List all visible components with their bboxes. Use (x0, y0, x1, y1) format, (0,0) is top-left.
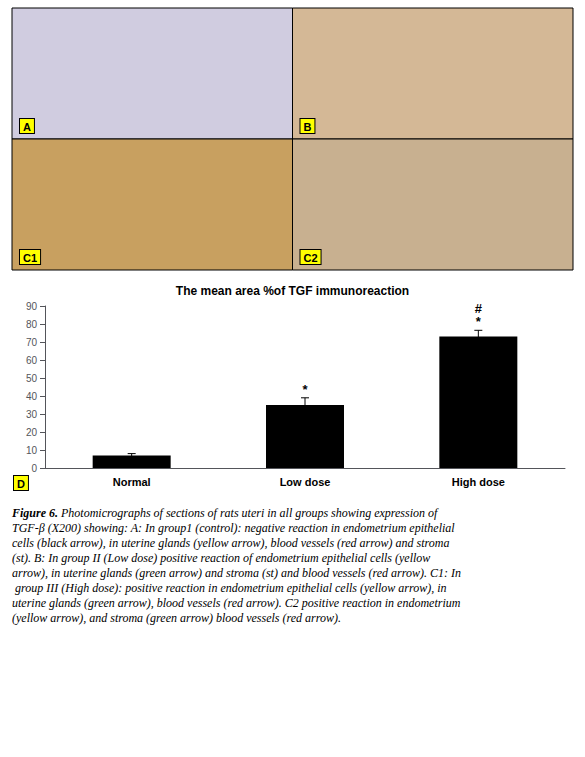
svg-text:40: 40 (26, 391, 38, 402)
svg-text:C2: C2 (304, 252, 318, 264)
svg-text:D: D (17, 478, 25, 490)
svg-text:cells (black arrow), in uterin: cells (black arrow), in uterine glands (… (12, 536, 452, 550)
svg-text:10: 10 (26, 445, 38, 456)
svg-text:group III (High dose): positiv: group III (High dose): positive reaction… (12, 581, 450, 595)
svg-text:*: * (476, 314, 482, 329)
svg-text:Figure 6.: Figure 6. (11, 506, 58, 520)
svg-text:B: B (304, 121, 312, 133)
svg-text:50: 50 (26, 373, 38, 384)
svg-text:C1: C1 (23, 252, 37, 264)
svg-text:The mean area %of TGF immunore: The mean area %of TGF immunoreaction (176, 284, 409, 298)
svg-text:(yellow arrow), and stroma (gr: (yellow arrow), and stroma (green arrow)… (12, 611, 341, 625)
svg-text:High dose: High dose (452, 476, 505, 488)
svg-text:*: * (302, 382, 308, 397)
svg-text:arrow), in uterine glands (gre: arrow), in uterine glands (green arrow) … (12, 566, 461, 580)
svg-text:80: 80 (26, 319, 38, 330)
svg-text:uterine glands (green arrow),: uterine glands (green arrow), blood vess… (12, 596, 463, 610)
svg-text:(st). B: In group II (Low dose: (st). B: In group II (Low dose) positive… (12, 551, 433, 565)
svg-text:TGF-β (X200) showing: A: In gr: TGF-β (X200) showing: A: In group1 (cont… (12, 521, 458, 535)
svg-text:Photomicrographs of sections o: Photomicrographs of sections of rats ute… (58, 506, 440, 520)
svg-text:60: 60 (26, 355, 38, 366)
svg-text:A: A (23, 121, 31, 133)
svg-text:30: 30 (26, 409, 38, 420)
svg-text:Normal: Normal (113, 476, 151, 488)
svg-text:70: 70 (26, 337, 38, 348)
svg-text:90: 90 (26, 301, 38, 312)
svg-text:Low dose: Low dose (280, 476, 331, 488)
svg-text:20: 20 (26, 427, 38, 438)
svg-text:0: 0 (31, 463, 37, 474)
svg-text:#: # (475, 301, 483, 316)
